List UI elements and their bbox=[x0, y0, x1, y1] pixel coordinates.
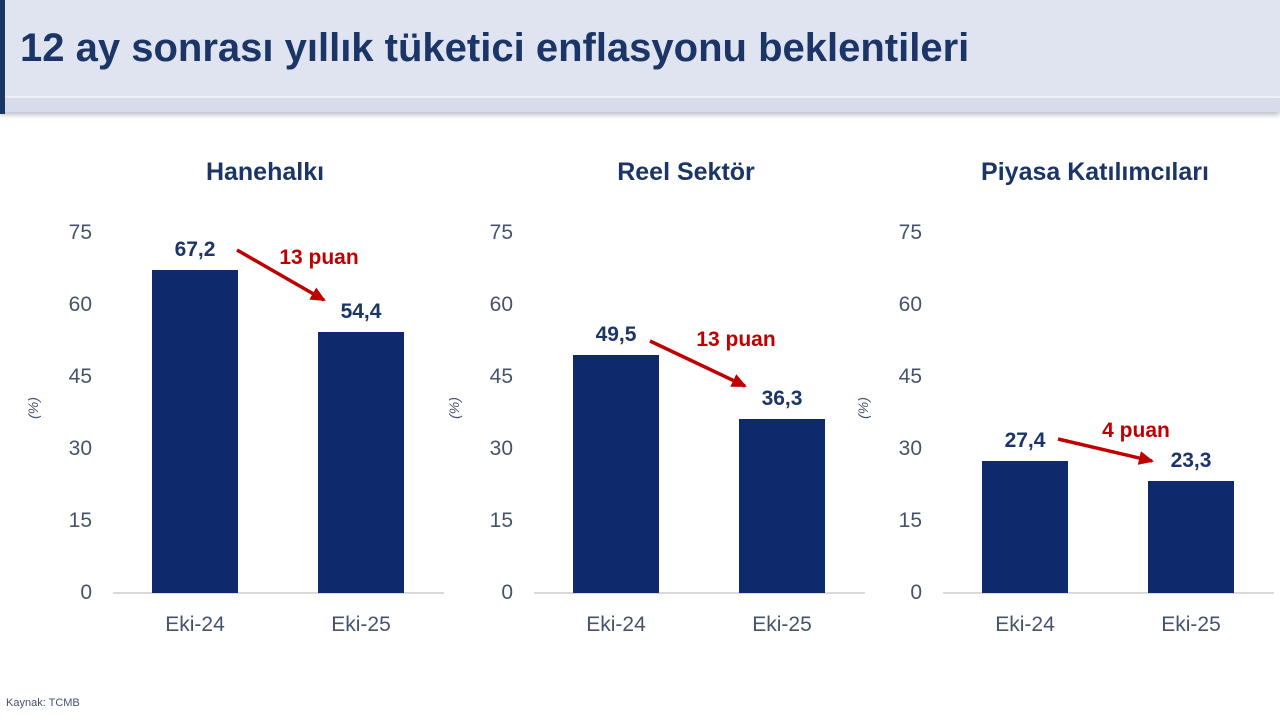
y-tick-label: 30 bbox=[898, 437, 922, 460]
decrease-arrow-icon bbox=[1057, 437, 1154, 465]
chart-panel-piyasa-katilimcilari: Piyasa Katılımcıları (%) 75 60 45 30 15 … bbox=[830, 0, 1280, 720]
y-tick-label: 45 bbox=[489, 365, 513, 388]
y-tick-label: 30 bbox=[489, 437, 513, 460]
source-note: Kaynak: TCMB bbox=[6, 697, 80, 709]
y-tick-label: 0 bbox=[80, 581, 92, 604]
x-tick-label: Eki-25 bbox=[1161, 613, 1221, 636]
bar-value-label: 49,5 bbox=[595, 323, 637, 347]
y-tick-label: 60 bbox=[68, 293, 92, 316]
x-tick-label: Eki-25 bbox=[752, 613, 812, 636]
x-tick-label: Eki-24 bbox=[165, 613, 225, 636]
annotation-label: 4 puan bbox=[1102, 419, 1170, 442]
bar-value-label: 54,4 bbox=[340, 299, 382, 323]
y-tick-label: 15 bbox=[68, 509, 92, 532]
header: 12 ay sonrası yıllık tüketici enflasyonu… bbox=[0, 0, 1280, 114]
chart-panel-hanehalki: Hanehalkı (%) 75 60 45 30 15 0 67,2 54,4… bbox=[0, 0, 450, 720]
panel-title: Piyasa Katılımcıları bbox=[981, 158, 1209, 186]
y-tick-label: 60 bbox=[898, 293, 922, 316]
annotation-label: 13 puan bbox=[696, 328, 776, 351]
y-tick-label: 30 bbox=[68, 437, 92, 460]
y-tick-label: 75 bbox=[68, 221, 92, 244]
y-tick-label: 60 bbox=[489, 293, 513, 316]
bar-eki-25 bbox=[1148, 481, 1234, 593]
y-tick-label: 0 bbox=[910, 581, 922, 604]
chart-panel-reel-sektor: Reel Sektör (%) 75 60 45 30 15 0 49,5 36… bbox=[421, 0, 871, 720]
bar-value-label: 23,3 bbox=[1170, 449, 1212, 473]
x-axis-line bbox=[943, 592, 1274, 594]
x-axis-line bbox=[534, 592, 865, 594]
bar-eki-24 bbox=[573, 355, 659, 593]
x-axis-line bbox=[113, 592, 444, 594]
x-tick-label: Eki-25 bbox=[331, 613, 391, 636]
panel-title: Hanehalkı bbox=[205, 158, 325, 186]
y-tick-label: 75 bbox=[489, 221, 513, 244]
y-tick-label: 0 bbox=[501, 581, 513, 604]
bar-eki-24 bbox=[152, 270, 238, 593]
annotation-label: 13 puan bbox=[279, 246, 359, 269]
bar-eki-25 bbox=[739, 418, 825, 593]
page-title: 12 ay sonrası yıllık tüketici enflasyonu… bbox=[20, 26, 970, 70]
x-tick-label: Eki-24 bbox=[586, 613, 646, 636]
bar-value-label: 67,2 bbox=[174, 238, 216, 262]
y-tick-label: 45 bbox=[898, 365, 922, 388]
header-accent-bar bbox=[0, 0, 5, 114]
x-tick-label: Eki-24 bbox=[995, 613, 1055, 636]
panel-title: Reel Sektör bbox=[617, 158, 755, 186]
y-tick-label: 75 bbox=[898, 221, 922, 244]
header-lower-band bbox=[0, 98, 1280, 112]
bar-value-label: 27,4 bbox=[1004, 429, 1046, 453]
y-tick-label: 45 bbox=[68, 365, 92, 388]
bar-eki-24 bbox=[982, 461, 1068, 593]
bar-value-label: 36,3 bbox=[761, 386, 803, 410]
header-background bbox=[0, 0, 1280, 98]
y-axis-unit-label: (%) bbox=[25, 397, 41, 419]
y-axis-unit-label: (%) bbox=[855, 397, 871, 419]
y-tick-label: 15 bbox=[489, 509, 513, 532]
y-tick-label: 15 bbox=[898, 509, 922, 532]
bar-eki-25 bbox=[318, 331, 404, 593]
y-axis-unit-label: (%) bbox=[446, 397, 462, 419]
